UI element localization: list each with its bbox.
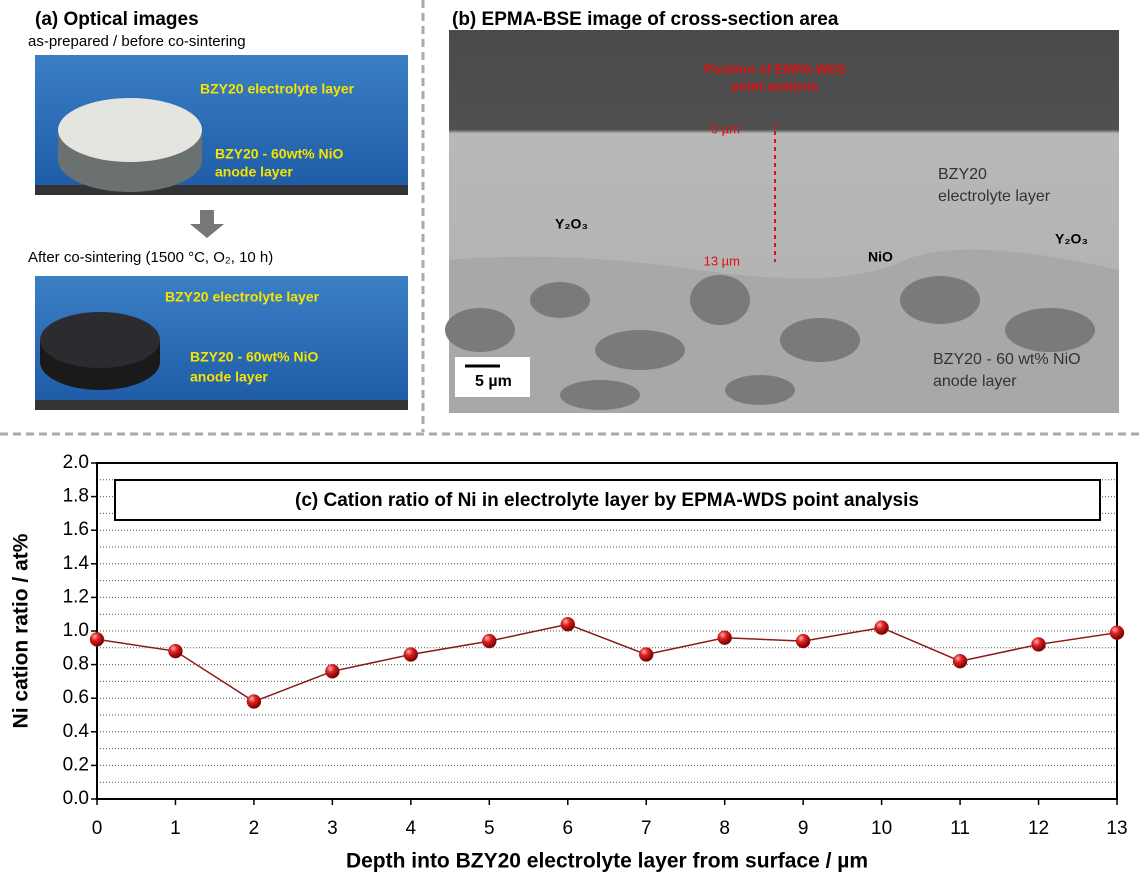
title-box [114,479,1101,521]
data-point [168,643,183,659]
arrow [190,210,224,238]
x-tick-label: 1 [170,818,181,839]
x-tick-label: 0 [92,818,103,839]
x-tick-label: 12 [1028,818,1049,839]
photo [35,276,408,410]
annotation: anode layer [215,164,293,180]
y-tick-label: 0.0 [63,788,89,809]
caption: as-prepared / before co-sintering [28,33,246,50]
sem-image [445,30,1119,413]
annotation: BZY20 - 60wt% NiO [190,349,318,365]
annotation: point analysis [732,78,819,93]
y-axis-title: Ni cation ratio / at% [10,533,33,728]
data-point [795,633,811,649]
y-tick-label: 1.8 [63,486,89,507]
x-tick-label: 7 [641,818,652,839]
data-point [952,653,968,669]
data-point [1031,637,1046,652]
y-tick-label: 2.0 [63,452,89,473]
photo [35,55,408,195]
panel-title: (b) EPMA-BSE image of cross-section area [452,9,839,30]
x-tick-label: 3 [327,818,338,839]
annotation: anode layer [190,369,268,385]
x-tick-label: 8 [719,818,730,839]
y-tick-label: 0.6 [63,687,89,708]
y-tick-label: 1.0 [63,620,89,641]
data-point [717,630,732,645]
data-point [89,632,105,647]
annotation: BZY20 electrolyte layer [200,81,355,97]
scale-bar: 5 µm [475,373,512,390]
annotation: 0 µm [711,121,740,136]
y-tick-label: 1.4 [63,553,90,574]
caption: After co-sintering (1500 °C, O₂, 10 h) [28,249,273,266]
data-point [638,647,654,662]
y-tick-label: 0.4 [63,721,90,742]
x-tick-label: 11 [950,818,970,839]
x-tick-label: 6 [562,818,573,839]
x-axis-title: Depth into BZY20 electrolyte layer from … [346,850,868,873]
annotation: NiO [868,249,893,265]
data-line [96,623,1118,703]
y-tick-label: 0.2 [63,754,89,775]
x-tick-label: 4 [406,818,417,839]
annotation: Y₂O₃ [1055,231,1088,247]
y-tick-label: 1.6 [63,519,89,540]
annotation: BZY20 - 60wt% NiO [215,146,343,162]
data-point [874,620,889,635]
annotation: electrolyte layer [938,188,1051,205]
data-point [560,617,576,632]
data-point [325,664,340,679]
chart: 0.00.20.40.60.81.01.21.41.61.82.00 1 2 3 4 5 6… [10,452,1128,873]
data-point [482,633,497,649]
annotation: 13 µm [704,253,740,268]
x-tick-label: 9 [798,818,809,839]
data-point [1109,625,1125,640]
annotation: BZY20 - 60 wt% NiO [933,351,1081,368]
annotation: BZY20 electrolyte layer [165,289,320,305]
data-point [246,694,262,709]
annotation: BZY20 [938,166,987,183]
panel-title: (a) Optical images [35,9,199,30]
x-tick-label: 5 [484,818,495,839]
y-tick-label: 0.8 [63,654,89,675]
x-tick-label: 10 [871,818,892,839]
y-tick-label: 1.2 [63,586,89,607]
x-tick-label: 13 [1106,818,1127,839]
chart-title: (c) Cation ratio of Ni in electrolyte la… [295,490,919,511]
annotation: Position of EMPA-WDS [704,61,846,76]
annotation: anode layer [933,373,1017,390]
data-point [403,647,419,662]
x-tick-label: 2 [249,818,260,839]
annotation: Y₂O₃ [555,216,588,232]
